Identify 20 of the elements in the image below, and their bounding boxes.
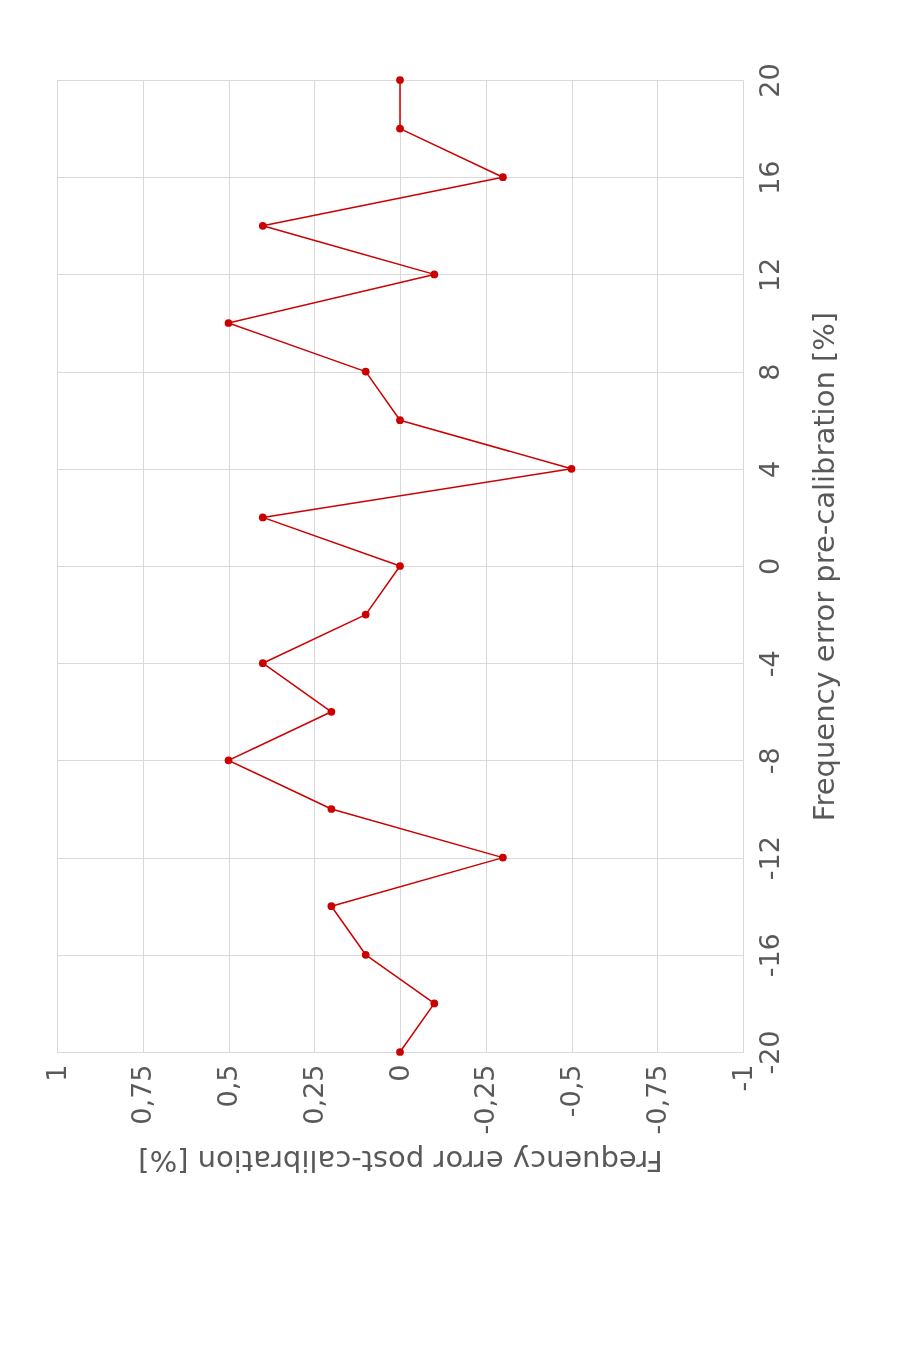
y-tick-label: -12 bbox=[753, 836, 785, 881]
y-tick-label: 12 bbox=[753, 257, 785, 293]
y-tick-label: -16 bbox=[753, 933, 785, 978]
x-tick-label: 0,5 bbox=[212, 1064, 243, 1108]
x-tick-label: 0,75 bbox=[126, 1064, 158, 1125]
x-tick-label: 1 bbox=[40, 1064, 72, 1082]
y-tick-label: 8 bbox=[753, 363, 785, 381]
x-axis-title: Frequency error post-calibration [%] bbox=[138, 1144, 663, 1179]
x-tick-label: 0 bbox=[383, 1064, 415, 1082]
y-tick-label: -4 bbox=[753, 650, 785, 678]
y-tick-label: 4 bbox=[753, 460, 785, 478]
x-tick-label: -0,25 bbox=[469, 1064, 501, 1135]
x-tick-label: 0,25 bbox=[297, 1064, 329, 1125]
x-tick-label: -0,5 bbox=[555, 1064, 586, 1118]
y-axis-title: Frequency error pre-calibration [%] bbox=[806, 311, 841, 822]
y-tick-label: 16 bbox=[753, 160, 785, 195]
y-tick-label: 20 bbox=[753, 63, 785, 98]
y-tick-label: -8 bbox=[753, 747, 785, 775]
x-tick-label: -0,75 bbox=[640, 1064, 672, 1135]
y-tick-label: 0 bbox=[753, 557, 785, 576]
